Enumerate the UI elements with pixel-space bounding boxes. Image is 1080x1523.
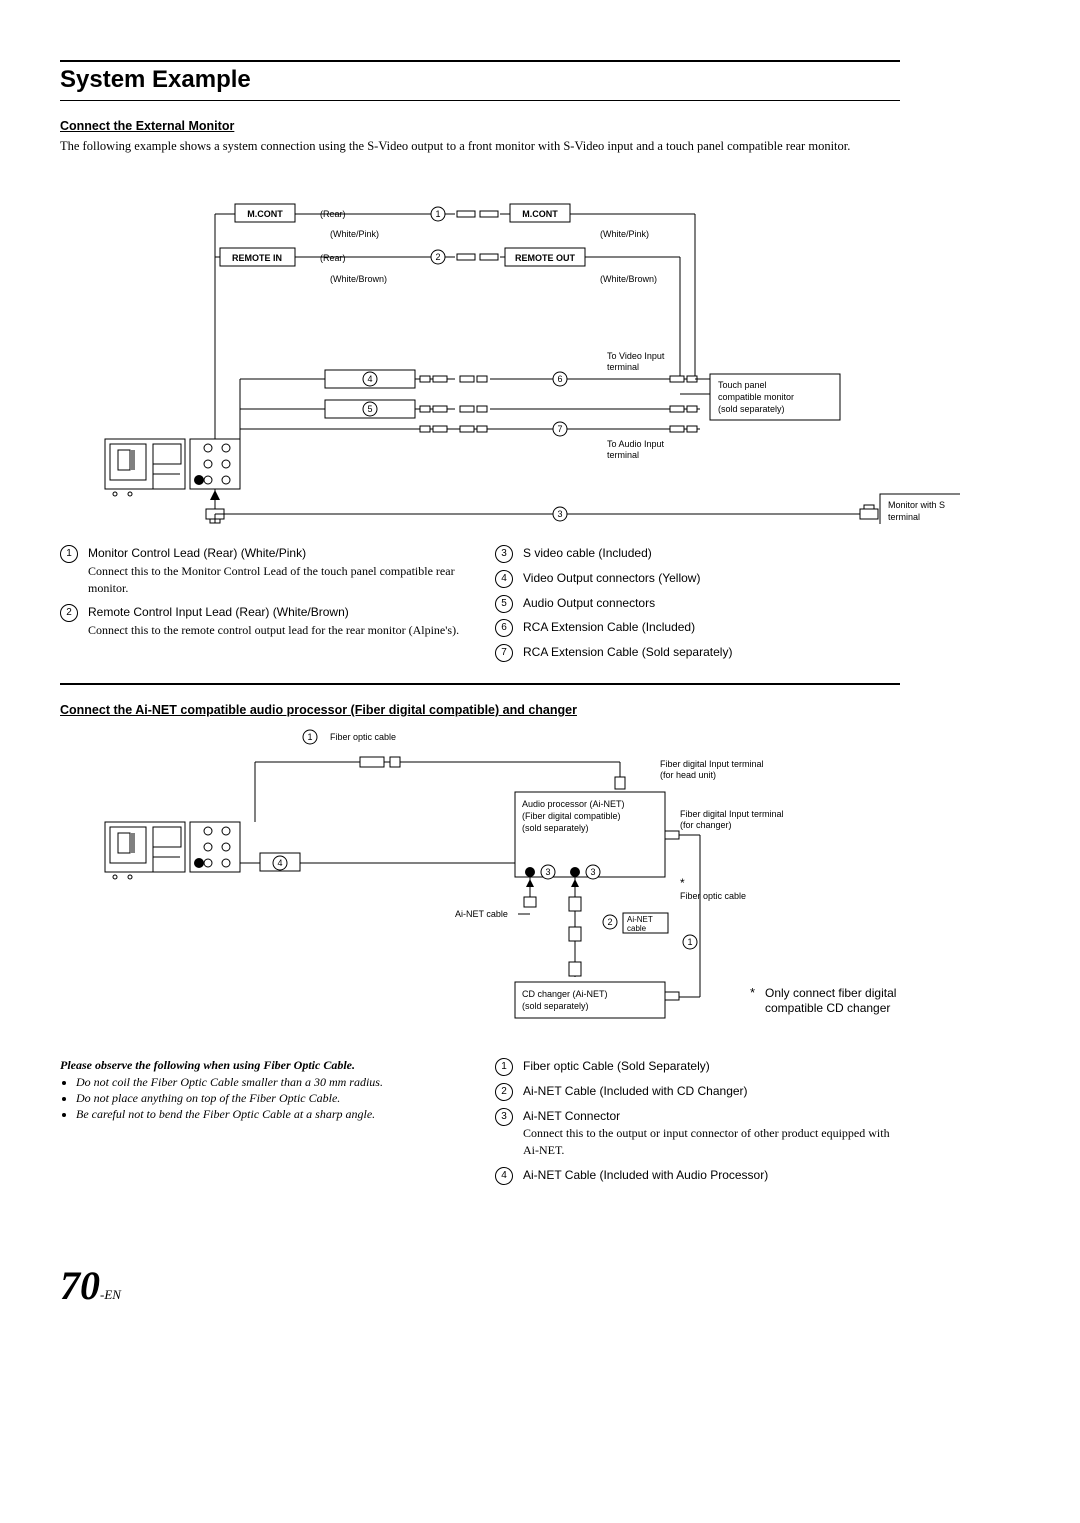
mcont-left-label: M.CONT (247, 209, 283, 219)
marker-2: 2 (435, 252, 440, 262)
legend-item: 7RCA Extension Cable (Sold separately) (495, 644, 900, 661)
fiber-note-bullet: Do not coil the Fiber Optic Cable smalle… (76, 1075, 465, 1090)
page-footer: 70-EN (60, 1262, 900, 1309)
legend-item: 3S video cable (Included) (495, 545, 900, 562)
marker-1: 1 (435, 209, 440, 219)
wp-right-label: (White/Pink) (600, 229, 649, 239)
legend-sub: Connect this to the remote control outpu… (88, 622, 465, 639)
svg-text:(sold separately): (sold separately) (522, 1001, 589, 1011)
svg-text:(for head unit): (for head unit) (660, 770, 716, 780)
svg-text:(Fiber digital compatible): (Fiber digital compatible) (522, 811, 621, 821)
svg-text:Ai-NET: Ai-NET (627, 915, 653, 924)
svg-text:terminal: terminal (607, 450, 639, 460)
svg-text:*: * (680, 876, 685, 890)
svg-text:(sold separately): (sold separately) (718, 404, 785, 414)
to-video-label: To Video Input (607, 351, 665, 361)
wb-right-label: (White/Brown) (600, 274, 657, 284)
marker-6: 6 (557, 374, 562, 384)
rear-label-2: (Rear) (320, 253, 346, 263)
legend-num: 1 (60, 545, 78, 563)
diagram-2: 1 Fiber optic cable Fiber digital Input … (60, 727, 900, 1040)
remote-in-label: REMOTE IN (232, 253, 282, 263)
svg-text:terminal: terminal (607, 362, 639, 372)
title-underline (60, 100, 900, 101)
legend-item: 6RCA Extension Cable (Included) (495, 619, 900, 636)
svg-text:compatible CD changer: compatible CD changer (765, 1001, 890, 1015)
svg-text:CD changer (Ai-NET): CD changer (Ai-NET) (522, 989, 608, 999)
legend-item: 3Ai-NET Connector Connect this to the ou… (495, 1108, 900, 1159)
section1-legend: 1 Monitor Control Lead (Rear) (White/Pin… (60, 545, 900, 669)
marker-5: 5 (367, 404, 372, 414)
page-number: 70 (60, 1263, 100, 1308)
svg-text:terminal: terminal (888, 512, 920, 522)
svg-text:3: 3 (545, 867, 550, 877)
marker-3: 3 (557, 509, 562, 519)
section-divider (60, 683, 900, 685)
marker-4: 4 (367, 374, 372, 384)
fiber-optic-label: Fiber optic cable (330, 732, 396, 742)
diagram-1: M.CONT (Rear) 1 M.CONT (White/Pink) (Whi… (60, 164, 900, 527)
fiber-note-bullet: Do not place anything on top of the Fibe… (76, 1091, 465, 1106)
svg-text:compatible monitor: compatible monitor (718, 392, 794, 402)
fiber-note-title: Please observe the following when using … (60, 1058, 465, 1073)
svg-text:Monitor with S: Monitor with S (888, 500, 945, 510)
section1-heading: Connect the External Monitor (60, 119, 900, 133)
svg-text:Fiber digital Input terminal: Fiber digital Input terminal (680, 809, 784, 819)
wp-left-label: (White/Pink) (330, 229, 379, 239)
fiber-note-bullet: Be careful not to bend the Fiber Optic C… (76, 1107, 465, 1122)
marker2-1b: 1 (687, 937, 692, 947)
svg-text:(for changer): (for changer) (680, 820, 732, 830)
section2-heading: Connect the Ai-NET compatible audio proc… (60, 703, 900, 717)
rear-label-1: (Rear) (320, 209, 346, 219)
svg-text:cable: cable (627, 924, 647, 933)
legend-item: 5Audio Output connectors (495, 595, 900, 612)
marker2-4: 4 (277, 858, 282, 868)
to-audio-label: To Audio Input (607, 439, 665, 449)
fiber-note: Please observe the following when using … (60, 1058, 465, 1122)
marker-7: 7 (557, 424, 562, 434)
wb-left-label: (White/Brown) (330, 274, 387, 284)
fiber-cable-right: Fiber optic cable (680, 891, 746, 901)
legend-num: 2 (60, 604, 78, 622)
svg-text:Touch panel: Touch panel (718, 380, 767, 390)
legend-item: 1 Monitor Control Lead (Rear) (White/Pin… (60, 545, 465, 596)
ainet-cable-left: Ai-NET cable (455, 909, 508, 919)
svg-text:Audio processor (Ai-NET): Audio processor (Ai-NET) (522, 799, 625, 809)
legend-title: Remote Control Input Lead (Rear) (White/… (88, 605, 349, 619)
svg-text:3: 3 (590, 867, 595, 877)
mcont-right-label: M.CONT (522, 209, 558, 219)
svg-text:Only connect fiber digital: Only connect fiber digital (765, 986, 896, 1000)
legend-item: 4Video Output connectors (Yellow) (495, 570, 900, 587)
page-number-suffix: -EN (100, 1287, 121, 1302)
legend-item: 2Ai-NET Cable (Included with CD Changer) (495, 1083, 900, 1100)
legend-item: 2 Remote Control Input Lead (Rear) (Whit… (60, 604, 465, 639)
legend-item: 1Fiber optic Cable (Sold Separately) (495, 1058, 900, 1075)
page-title: System Example (60, 66, 900, 94)
section1-intro: The following example shows a system con… (60, 139, 900, 154)
svg-text:*: * (750, 985, 755, 1000)
legend-sub: Connect this to the Monitor Control Lead… (88, 563, 465, 597)
marker2-1: 1 (307, 732, 312, 742)
marker2-2: 2 (607, 917, 612, 927)
legend-sub: Connect this to the output or input conn… (523, 1125, 900, 1159)
svg-text:(sold separately): (sold separately) (522, 823, 589, 833)
page-top-rule (60, 60, 900, 62)
svg-text:Fiber digital Input terminal: Fiber digital Input terminal (660, 759, 764, 769)
section2-bottom: Please observe the following when using … (60, 1058, 900, 1192)
legend-title: Monitor Control Lead (Rear) (White/Pink) (88, 546, 306, 560)
remote-out-label: REMOTE OUT (515, 253, 576, 263)
legend-item: 4Ai-NET Cable (Included with Audio Proce… (495, 1167, 900, 1184)
